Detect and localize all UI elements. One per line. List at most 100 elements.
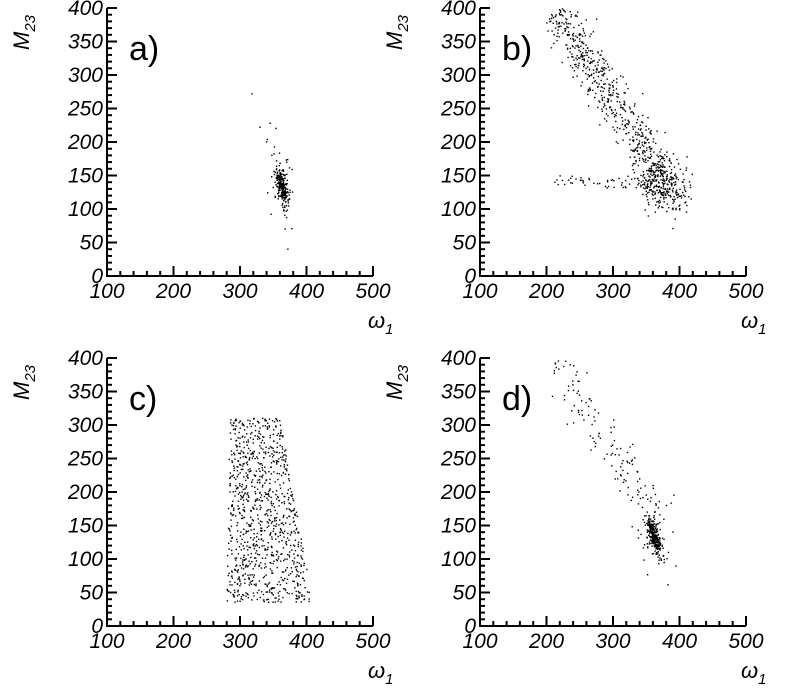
scatter-point [645, 142, 647, 144]
scatter-point [654, 191, 656, 193]
scatter-point [251, 599, 253, 601]
scatter-point [261, 527, 263, 529]
y-tick-label: 400 [68, 0, 103, 20]
scatter-point [278, 458, 280, 460]
scatter-point [250, 523, 253, 525]
scatter-point [675, 189, 678, 191]
scatter-point [232, 474, 234, 476]
scatter-point [591, 50, 593, 52]
scatter-point [260, 500, 262, 502]
scatter-point [241, 496, 243, 498]
scatter-point [263, 567, 266, 569]
scatter-point [239, 420, 241, 422]
scatter-point [281, 502, 283, 504]
scatter-point [635, 133, 637, 136]
scatter-point [239, 535, 242, 537]
scatter-point [285, 205, 288, 207]
scatter-point [295, 568, 297, 571]
scatter-point [277, 556, 280, 558]
scatter-point [282, 197, 284, 199]
scatter-point [653, 171, 656, 174]
scatter-point [297, 571, 299, 573]
scatter-point [243, 559, 245, 561]
scatter-point [259, 445, 261, 447]
scatter-point [244, 578, 246, 581]
scatter-point [615, 114, 617, 117]
scatter-point [646, 531, 649, 533]
scatter-point [296, 527, 298, 530]
scatter-point [245, 532, 247, 534]
scatter-point [238, 546, 241, 548]
scatter-point [676, 158, 678, 161]
scatter-point [645, 158, 647, 160]
scatter-point [281, 178, 283, 181]
scatter-point [682, 191, 684, 194]
scatter-point [663, 196, 665, 199]
scatter-point [655, 531, 658, 533]
scatter-point [607, 98, 609, 100]
scatter-point [656, 130, 658, 132]
scatter-point [279, 424, 282, 426]
scatter-point [628, 121, 630, 123]
scatter-point [622, 469, 624, 472]
scatter-point [650, 130, 652, 132]
scatter-point [282, 579, 285, 582]
scatter-point [244, 436, 246, 438]
scatter-point [657, 548, 659, 550]
scatter-point [253, 417, 255, 420]
scatter-point [240, 498, 242, 500]
scatter-point [239, 437, 241, 439]
scatter-point [657, 163, 659, 165]
scatter-point [254, 457, 256, 460]
scatter-point [645, 190, 647, 192]
scatter-point [231, 454, 233, 456]
scatter-point [285, 216, 288, 219]
scatter-point [656, 536, 658, 539]
scatter-point [641, 133, 644, 135]
scatter-point [255, 540, 258, 543]
scatter-point [602, 106, 605, 108]
scatter-point [655, 204, 657, 206]
scatter-point [611, 112, 613, 115]
scatter-point [258, 499, 260, 501]
scatter-point [647, 215, 650, 217]
scatter-point [284, 191, 287, 193]
scatter-point [663, 172, 665, 174]
scatter-point [276, 550, 278, 552]
scatter-point [630, 460, 633, 462]
scatter-point [600, 79, 602, 82]
scatter-point [636, 147, 638, 149]
scatter-point [575, 178, 577, 180]
scatter-point [650, 184, 652, 186]
scatter-point [657, 534, 659, 536]
scatter-point [236, 570, 238, 572]
scatter-point [260, 447, 262, 449]
panel-label: a) [129, 30, 159, 68]
scatter-point [653, 539, 655, 541]
scatter-point [267, 546, 269, 549]
scatter-point [265, 479, 268, 481]
scatter-point [248, 578, 250, 580]
scatter-point [675, 181, 677, 183]
scatter-point [287, 532, 289, 535]
scatter-point [247, 549, 249, 551]
scatter-point [580, 85, 582, 87]
scatter-point [551, 13, 553, 16]
scatter-point [249, 456, 251, 459]
scatter-point [675, 207, 677, 210]
scatter-point [611, 444, 614, 446]
scatter-point [657, 544, 659, 546]
scatter-point [642, 193, 644, 196]
scatter-point [615, 470, 617, 473]
scatter-point [599, 54, 601, 56]
scatter-point [264, 470, 266, 473]
scatter-point [226, 589, 229, 592]
scatter-point [269, 533, 272, 535]
scatter-point [648, 534, 650, 537]
scatter-point [254, 500, 256, 503]
scatter-point [234, 581, 236, 584]
scatter-point [647, 186, 649, 188]
scatter-point [601, 108, 603, 110]
scatter-point [260, 527, 262, 529]
scatter-point [657, 547, 659, 549]
